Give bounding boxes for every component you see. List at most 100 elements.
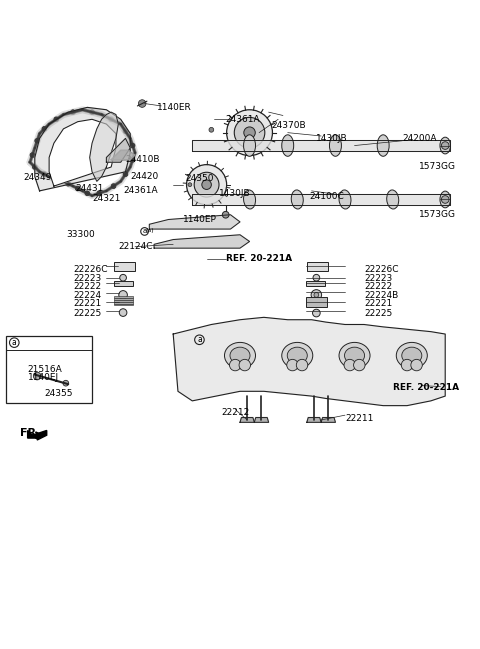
Bar [306,297,327,307]
Text: 22124C: 22124C [118,242,153,251]
Ellipse shape [287,347,307,364]
Text: 24370B: 24370B [271,121,306,130]
Text: 1140EJ: 1140EJ [28,373,59,382]
Text: REF. 20-221A: REF. 20-221A [226,254,292,263]
Polygon shape [35,107,130,191]
Text: 22224: 22224 [73,291,101,300]
Text: 22212: 22212 [221,408,249,417]
Bar [115,304,132,306]
Circle shape [188,183,192,186]
Text: 24420: 24420 [130,172,158,181]
Polygon shape [173,317,445,406]
Circle shape [85,191,90,195]
Ellipse shape [329,135,341,156]
Polygon shape [49,119,116,186]
Ellipse shape [282,343,313,369]
Polygon shape [307,417,321,422]
Text: 24355: 24355 [44,389,73,398]
Polygon shape [154,235,250,248]
Text: 1430JB: 1430JB [316,134,348,143]
Circle shape [109,117,114,121]
Text: 24410B: 24410B [125,155,160,164]
Bar [115,299,132,300]
Text: 22221: 22221 [73,299,101,308]
Bar [114,281,132,286]
Circle shape [97,191,102,195]
Circle shape [296,360,308,371]
Circle shape [442,141,449,149]
Circle shape [119,309,127,316]
Circle shape [75,186,80,191]
Polygon shape [240,417,254,422]
Bar [115,302,132,304]
Text: 1140EP: 1140EP [183,215,216,224]
Circle shape [244,127,255,138]
Bar [307,262,328,271]
Text: 24321: 24321 [92,195,120,204]
Text: 22221: 22221 [364,299,392,308]
Ellipse shape [402,347,422,364]
Circle shape [229,360,241,371]
Circle shape [209,127,214,132]
Circle shape [111,184,116,188]
Text: 24361A: 24361A [123,186,158,195]
Circle shape [123,172,128,177]
Text: 22222: 22222 [73,282,101,291]
Circle shape [42,172,47,177]
Ellipse shape [440,191,450,208]
Text: 1140ER: 1140ER [156,103,191,112]
Bar [6,336,92,403]
Circle shape [130,158,135,162]
Circle shape [119,291,127,299]
Bar [306,281,325,286]
Polygon shape [90,112,118,181]
Text: 24349: 24349 [23,173,51,182]
Circle shape [34,373,41,380]
Text: 22225: 22225 [364,308,392,317]
Ellipse shape [396,343,427,369]
Circle shape [42,127,47,131]
Circle shape [411,360,422,371]
Circle shape [130,143,135,148]
Ellipse shape [377,135,389,156]
Text: 24431: 24431 [75,184,104,193]
Polygon shape [192,140,450,151]
Text: a: a [143,228,147,234]
Text: a: a [197,336,202,344]
Text: 22222: 22222 [364,282,392,291]
Circle shape [311,289,322,300]
Circle shape [442,195,449,203]
Text: 22224B: 22224B [364,291,398,300]
Circle shape [401,360,413,371]
Bar [115,300,132,302]
Circle shape [66,181,71,186]
Circle shape [287,360,298,371]
Circle shape [54,177,59,181]
Text: 24361A: 24361A [226,115,260,124]
Text: 22223: 22223 [364,274,392,283]
Ellipse shape [387,190,399,209]
Text: 21516A: 21516A [28,365,62,374]
Circle shape [54,117,59,121]
Circle shape [120,275,126,281]
Circle shape [239,360,251,371]
Ellipse shape [440,137,450,154]
Ellipse shape [291,190,303,209]
Circle shape [30,153,35,158]
Text: 1573GG: 1573GG [419,162,456,171]
Polygon shape [254,417,269,422]
Circle shape [312,309,320,317]
Circle shape [344,360,356,371]
Text: 22223: 22223 [73,274,101,283]
Circle shape [194,172,219,197]
Ellipse shape [230,347,250,364]
Circle shape [35,138,39,143]
Circle shape [123,129,128,134]
Text: REF. 20-221A: REF. 20-221A [393,383,459,392]
Text: 1430JB: 1430JB [218,189,250,198]
Ellipse shape [282,135,294,156]
Circle shape [234,117,265,148]
Circle shape [354,360,365,371]
Ellipse shape [339,190,351,209]
Circle shape [33,165,37,169]
